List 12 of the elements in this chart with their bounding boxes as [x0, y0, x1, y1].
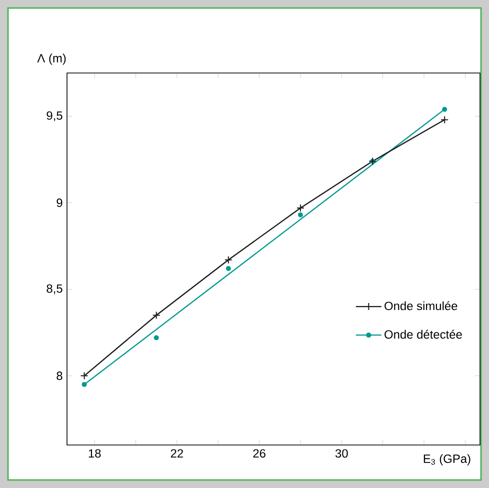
y-axis-title: Λ (m): [37, 54, 66, 65]
y-tick-label: 9: [56, 198, 62, 207]
y-tick-label: 8: [56, 372, 62, 380]
legend-label: Onde simulée: [384, 301, 458, 310]
x-tick-label: 18: [88, 449, 101, 458]
x-tick-label: 22: [170, 449, 183, 458]
y-tick-label: 9,5: [46, 111, 62, 122]
legend-label: Onde détectée: [384, 330, 462, 339]
x-axis-title: E$_{3}$ (GPa): [424, 454, 470, 466]
x-tick-label: 26: [253, 449, 266, 458]
y-tick-label: 8,5: [46, 284, 62, 294]
x-tick-label: 30: [335, 449, 348, 458]
